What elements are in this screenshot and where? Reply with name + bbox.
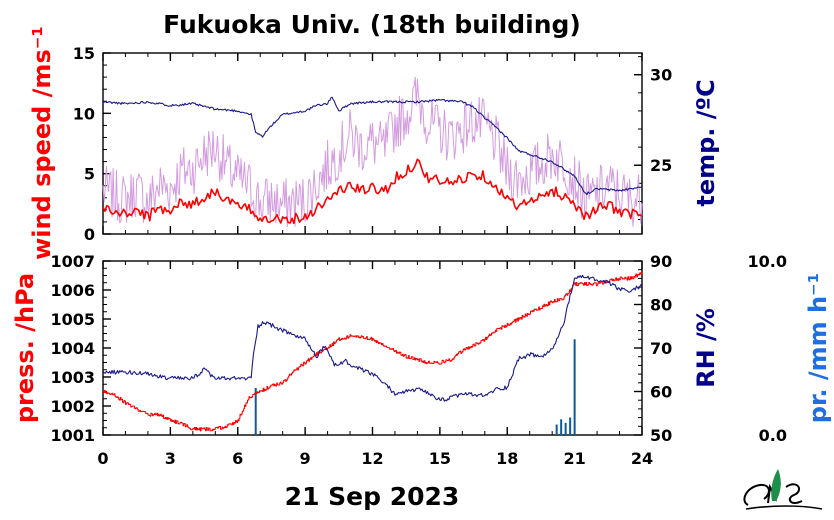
top-panel-frame bbox=[102, 52, 643, 235]
pressure-axis-label: press. /hPa bbox=[11, 273, 39, 423]
temperature-series bbox=[102, 96, 643, 196]
rh-axis-tick-label-2: 70 bbox=[650, 339, 672, 358]
wind-gust-series bbox=[102, 76, 643, 228]
precipitation-bar bbox=[254, 388, 257, 435]
humidity-series bbox=[102, 274, 643, 402]
x-axis-date-label: 21 Sep 2023 bbox=[285, 482, 460, 511]
x-tick-label-6: 18 bbox=[496, 449, 518, 468]
x-tick-label-0: 0 bbox=[97, 449, 108, 468]
precip-axis-tick-label-0: 0.0 bbox=[759, 426, 787, 445]
chart-title: Fukuoka Univ. (18th building) bbox=[163, 10, 581, 39]
precipitation-bar bbox=[564, 422, 567, 435]
bottom-panel-series bbox=[102, 272, 643, 435]
wind-axis-tick-label-1: 5 bbox=[84, 165, 95, 184]
precipitation-bar bbox=[555, 424, 558, 435]
bottom-panel-frame bbox=[102, 260, 643, 436]
pressure-axis-tick-label-6: 1007 bbox=[50, 252, 95, 271]
temperature-axis-label: temp. /ºC bbox=[692, 79, 720, 206]
rh-axis-tick-label-1: 60 bbox=[650, 383, 672, 402]
pressure-axis-tick-label-2: 1003 bbox=[50, 368, 95, 387]
pressure-axis-tick-label-1: 1002 bbox=[50, 397, 95, 416]
institution-logo bbox=[743, 469, 823, 510]
axis-ticks: 0 3 6 9 12 15 18 21 24 0 5 10 15 25 30 1001 1002 1003 1004… bbox=[50, 44, 787, 468]
pressure-axis-tick-label-5: 1006 bbox=[50, 281, 95, 300]
pressure-series bbox=[103, 272, 643, 432]
pressure-axis-tick-label-3: 1004 bbox=[50, 339, 95, 358]
humidity-axis-label: RH /% bbox=[692, 308, 720, 388]
precip-axis-tick-label-1: 10.0 bbox=[748, 252, 787, 271]
x-tick-label-2: 6 bbox=[232, 449, 243, 468]
wind-mean-series bbox=[102, 158, 643, 225]
precipitation-bar bbox=[560, 419, 563, 435]
precipitation-bar bbox=[573, 339, 576, 435]
x-tick-label-7: 21 bbox=[563, 449, 585, 468]
wind-axis-tick-label-3: 15 bbox=[73, 44, 95, 63]
rh-axis-tick-label-4: 90 bbox=[650, 252, 672, 271]
x-tick-label-8: 24 bbox=[631, 449, 653, 468]
pressure-axis-tick-label-4: 1005 bbox=[50, 310, 95, 329]
wind-axis-tick-label-0: 0 bbox=[84, 225, 95, 244]
pressure-axis-tick-label-0: 1001 bbox=[50, 426, 95, 445]
x-tick-label-5: 15 bbox=[429, 449, 451, 468]
x-tick-label-3: 9 bbox=[300, 449, 311, 468]
rh-axis-tick-label-0: 50 bbox=[650, 426, 672, 445]
rh-axis-tick-label-3: 80 bbox=[650, 296, 672, 315]
precipitation-bar bbox=[569, 417, 572, 435]
top-panel-series bbox=[102, 76, 643, 228]
temp-axis-tick-label-0: 25 bbox=[650, 156, 672, 175]
wind-speed-axis-label: wind speed /ms⁻¹ bbox=[28, 26, 56, 260]
wind-axis-tick-label-2: 10 bbox=[73, 104, 95, 123]
precipitation-axis-label: pr. /mm h⁻¹ bbox=[804, 273, 832, 423]
temp-axis-tick-label-1: 30 bbox=[650, 66, 672, 85]
x-tick-label-1: 3 bbox=[165, 449, 176, 468]
x-tick-label-4: 12 bbox=[361, 449, 383, 468]
